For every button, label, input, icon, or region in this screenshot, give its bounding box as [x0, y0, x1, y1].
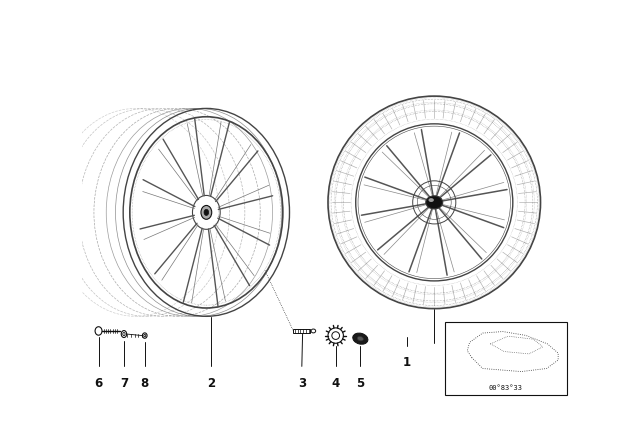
- Ellipse shape: [204, 209, 209, 215]
- Text: 00°83°33: 00°83°33: [489, 385, 523, 391]
- Bar: [445, 322, 566, 395]
- Ellipse shape: [357, 336, 364, 341]
- Text: 8: 8: [141, 377, 149, 390]
- Text: 4: 4: [332, 377, 340, 390]
- Text: 5: 5: [356, 377, 364, 390]
- Text: 1: 1: [403, 356, 411, 369]
- Ellipse shape: [353, 333, 368, 344]
- Text: 6: 6: [95, 377, 102, 390]
- Ellipse shape: [426, 196, 443, 209]
- Ellipse shape: [201, 206, 212, 220]
- Text: 7: 7: [120, 377, 128, 390]
- Text: 2: 2: [207, 377, 215, 390]
- Ellipse shape: [429, 198, 434, 202]
- Text: 3: 3: [298, 377, 306, 390]
- Bar: [293, 329, 310, 333]
